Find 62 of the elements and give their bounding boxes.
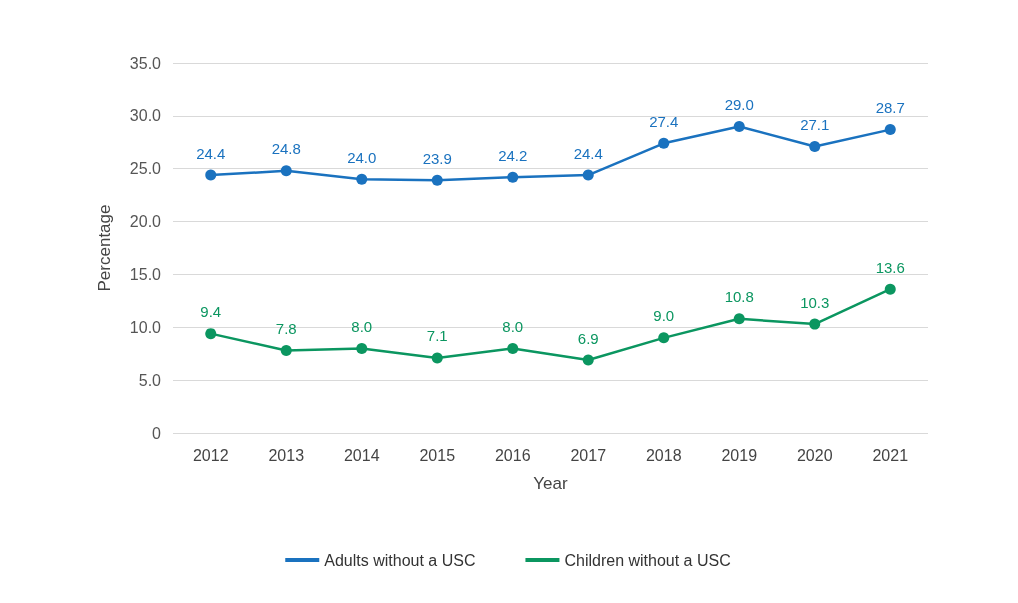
point <box>280 165 292 177</box>
data-label: 24.4 <box>573 144 603 162</box>
data-label: 6.9 <box>577 329 599 347</box>
point <box>507 171 519 183</box>
data-label: 24.8 <box>271 140 301 158</box>
data-label: 8.0 <box>502 317 524 335</box>
point <box>205 328 217 340</box>
data-label: 8.0 <box>351 317 373 335</box>
y-tick-label: 10.0 <box>129 318 162 336</box>
x-tick-label: 2017 <box>570 446 607 464</box>
point <box>356 173 368 185</box>
legend-label: Adults without a USC <box>324 551 476 569</box>
y-axis-title: Percentage <box>95 204 114 292</box>
y-tick-label: 35.0 <box>129 54 162 72</box>
data-label: 9.0 <box>653 307 675 325</box>
point <box>431 174 443 186</box>
x-tick-label: 2020 <box>796 446 833 464</box>
y-tick-label: 30.0 <box>129 107 162 125</box>
data-label: 24.4 <box>196 144 226 162</box>
point <box>884 283 896 295</box>
point <box>356 342 368 354</box>
point <box>431 352 443 364</box>
data-label: 10.3 <box>800 293 830 311</box>
point <box>809 141 821 153</box>
x-tick-label: 2012 <box>192 446 229 464</box>
point <box>658 137 670 149</box>
x-tick-label: 2021 <box>872 446 909 464</box>
point <box>582 354 594 366</box>
legend-label: Children without a USC <box>564 551 731 569</box>
data-label: 24.2 <box>498 146 528 164</box>
data-label: 13.6 <box>875 258 905 276</box>
data-label: 24.0 <box>347 148 377 166</box>
data-label: 27.4 <box>649 112 679 130</box>
data-label: 7.8 <box>275 320 297 338</box>
data-label: 10.8 <box>724 288 754 306</box>
point <box>733 313 745 325</box>
point <box>205 169 217 181</box>
point <box>280 345 292 357</box>
data-label: 28.7 <box>875 99 905 117</box>
point <box>733 120 745 132</box>
data-label: 23.9 <box>422 149 452 167</box>
y-tick-label: 25.0 <box>129 160 162 178</box>
point <box>884 124 896 136</box>
x-tick-label: 2015 <box>419 446 456 464</box>
x-tick-label: 2014 <box>343 446 380 464</box>
x-tick-label: 2019 <box>721 446 758 464</box>
y-tick-label: 5.0 <box>138 371 162 389</box>
data-label: 27.1 <box>800 116 830 134</box>
data-label: 7.1 <box>426 327 448 345</box>
point <box>582 169 594 181</box>
point <box>809 318 821 330</box>
x-tick-label: 2018 <box>645 446 682 464</box>
point <box>507 342 519 354</box>
x-tick-label: 2013 <box>268 446 305 464</box>
point <box>658 332 670 344</box>
x-tick-label: 2016 <box>494 446 531 464</box>
y-tick-label: 0 <box>152 424 162 442</box>
y-tick-label: 15.0 <box>129 265 162 283</box>
data-label: 29.0 <box>724 95 754 113</box>
data-label: 9.4 <box>200 303 222 321</box>
x-axis-title: Year <box>533 474 569 493</box>
y-tick-label: 20.0 <box>129 213 162 231</box>
